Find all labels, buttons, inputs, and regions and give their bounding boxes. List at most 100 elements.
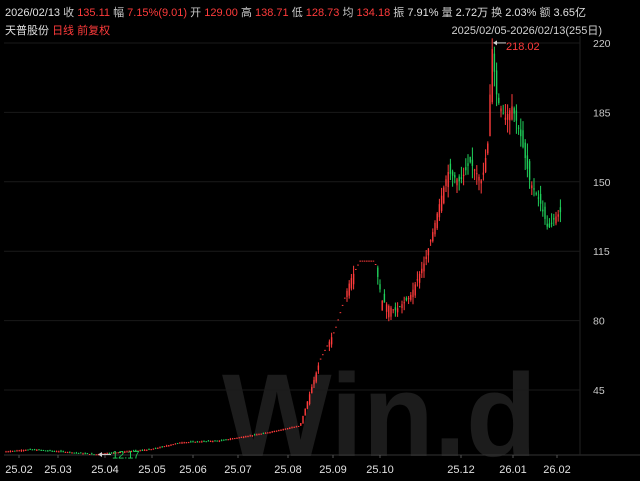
y-tick-label: 115 xyxy=(593,246,610,258)
candle xyxy=(379,279,381,293)
candle xyxy=(126,450,128,453)
open-value: 129.00 xyxy=(204,7,238,19)
chart-subheader: 天普股份 日线 前复权 xyxy=(5,22,110,38)
candle xyxy=(29,448,31,450)
candle xyxy=(201,440,203,443)
candle xyxy=(454,172,456,184)
amount-label: 额 xyxy=(539,7,551,19)
candle xyxy=(427,248,430,263)
adjust-selector[interactable]: 前复权 xyxy=(77,25,111,37)
candle xyxy=(14,450,16,452)
candle xyxy=(273,430,276,433)
candle xyxy=(214,440,216,442)
x-axis: 25.02 25.03 25.04 25.05 25.06 25.07 25.08 25.09… xyxy=(5,455,571,476)
y-tick-label: 220 xyxy=(593,38,611,50)
candle xyxy=(137,450,139,452)
period-selector[interactable]: 日线 xyxy=(52,25,75,37)
candle xyxy=(154,447,157,450)
candle xyxy=(383,289,386,303)
candle xyxy=(11,450,14,452)
candle xyxy=(192,440,194,443)
candle xyxy=(194,441,196,443)
quote-date: 2026/02/13 xyxy=(5,7,61,19)
candle xyxy=(306,401,309,410)
candle xyxy=(242,436,245,439)
candle xyxy=(352,265,355,290)
candle xyxy=(308,391,311,406)
candle xyxy=(163,445,166,448)
candle xyxy=(44,450,47,452)
candle xyxy=(117,452,119,454)
candle xyxy=(234,437,236,440)
candle xyxy=(150,449,152,451)
candle xyxy=(328,339,331,352)
candle xyxy=(146,449,148,452)
candle xyxy=(381,299,383,311)
candle xyxy=(436,211,438,230)
candle xyxy=(135,449,137,452)
candle xyxy=(434,220,436,237)
candle xyxy=(295,425,298,428)
candle xyxy=(484,149,487,174)
low-value: 128.73 xyxy=(305,7,340,19)
candles xyxy=(5,38,562,456)
candle xyxy=(469,156,471,164)
candle xyxy=(348,280,350,299)
candle xyxy=(350,273,353,291)
candle xyxy=(119,451,122,454)
candle xyxy=(161,446,163,448)
candle xyxy=(399,306,401,308)
avg-value: 134.18 xyxy=(356,7,391,19)
candle xyxy=(181,441,183,444)
amount-value: 3.65亿 xyxy=(553,7,586,19)
candle xyxy=(93,454,95,456)
candle xyxy=(401,300,403,314)
candle xyxy=(36,449,38,451)
candle xyxy=(253,433,256,436)
candle xyxy=(297,425,300,427)
candle xyxy=(304,408,306,416)
candle xyxy=(69,451,71,454)
candle xyxy=(121,451,124,453)
candle xyxy=(249,434,251,437)
candle xyxy=(392,309,394,314)
candle xyxy=(196,440,199,443)
candle xyxy=(346,288,348,302)
high-value: 138.71 xyxy=(254,7,289,19)
candle xyxy=(449,158,452,180)
candle xyxy=(526,143,529,178)
x-tick-label: 25.04 xyxy=(91,464,119,476)
candle xyxy=(168,444,170,447)
watermark-text: Win.d xyxy=(222,356,537,466)
candle xyxy=(390,305,392,320)
candle xyxy=(73,452,75,454)
avg-label: 均 xyxy=(342,7,354,19)
candle xyxy=(528,158,531,189)
candle xyxy=(462,167,465,186)
candle xyxy=(18,449,20,452)
candle xyxy=(394,302,397,317)
candle xyxy=(218,440,221,443)
candle xyxy=(82,452,84,455)
candle xyxy=(284,428,287,430)
candle xyxy=(546,215,548,230)
candle xyxy=(458,174,460,191)
candle xyxy=(456,177,458,193)
x-tick-label: 26.01 xyxy=(499,464,527,476)
candle xyxy=(451,169,454,187)
candle xyxy=(9,450,12,453)
amplitude-value: 7.91% xyxy=(407,7,439,19)
candle xyxy=(227,439,229,441)
candle xyxy=(5,450,7,453)
candle xyxy=(445,175,447,193)
candle xyxy=(229,437,232,441)
stock-name[interactable]: 天普股份 xyxy=(5,25,49,37)
candle xyxy=(493,46,496,87)
candle xyxy=(7,450,9,453)
candle xyxy=(20,449,23,452)
candle xyxy=(190,440,192,443)
candle xyxy=(550,213,553,228)
candle xyxy=(269,431,271,434)
candle xyxy=(476,165,478,185)
